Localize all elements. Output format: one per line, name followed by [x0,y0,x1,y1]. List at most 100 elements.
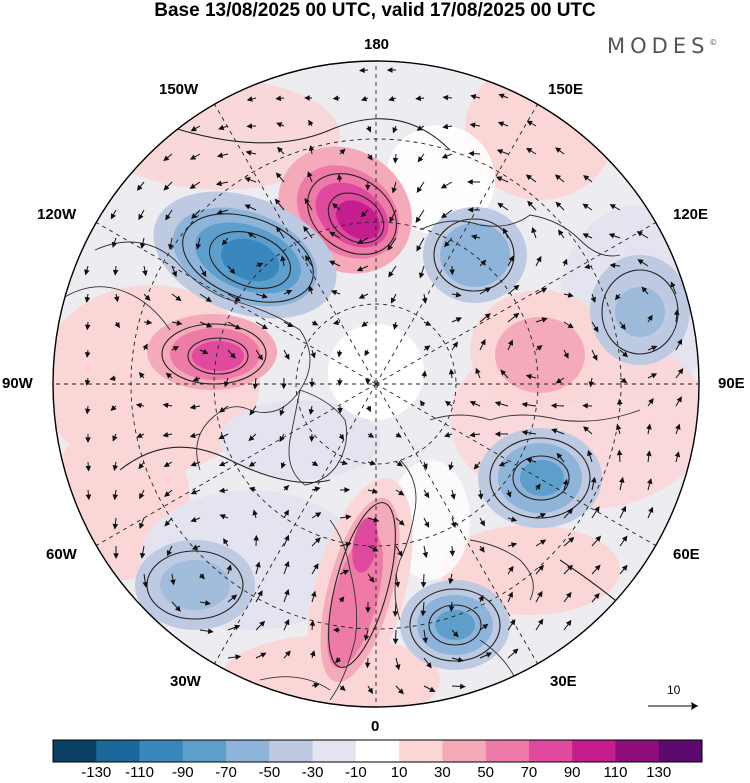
wind-vector-head [252,509,258,516]
wind-vector-head [641,286,648,293]
wind-vector-head [587,449,593,457]
wind-vector-head [582,233,589,239]
wind-vector-head [176,320,183,326]
wind-vector-head [480,259,487,266]
wind-vector-head [191,544,199,550]
wind-vector-head [114,321,120,329]
wind-vector-head [621,564,628,571]
wind-vector-head [189,154,197,160]
wind-vector-head [335,657,342,664]
wind-vector-head [536,255,542,263]
wind-vector-head [507,591,513,598]
wind-vector-head [248,461,255,467]
wind-vector-head [497,121,505,127]
wind-vector-head [201,270,207,278]
wind-vector-head [475,367,481,375]
lon-label-180: 180 [364,36,390,53]
wind-vector-head [449,550,456,557]
wind-vector-head [309,650,316,657]
wind-vector-head [477,493,484,500]
wind-vector-head [223,381,230,388]
wind-vector-head [525,174,532,181]
wind-vector-head [452,631,459,638]
wind-vector-head [229,268,236,275]
wind-vector-head [329,231,336,237]
wind-vector-head [312,320,319,326]
brand-mark: © [709,38,718,47]
wind-vector-head [395,432,402,438]
graticule [53,61,699,707]
wind-vector-head [650,373,658,379]
wind-vector-head [620,323,626,330]
wind-vector-head [309,381,315,388]
wind-vector-head [507,339,514,346]
wind-vector-head [420,610,427,617]
wind-vector-head [216,152,224,159]
wind-vector-head [84,324,91,331]
wind-vector-head [526,120,533,126]
wind-vector-head [541,317,548,323]
wind-vector-head [235,654,242,660]
lon-label-60w: 60W [46,546,77,563]
wind-vector-head [339,685,346,691]
wind-vector-head [329,260,336,266]
wind-vector-head [677,338,683,346]
colorbar-tick-label: 50 [477,764,494,781]
wind-vector-head [338,596,345,603]
wind-vector-head [555,147,562,153]
wind-vector-head [450,521,457,529]
wind-vector-head [284,619,290,626]
lon-label-90e: 90E [718,375,745,392]
colorbar-swatch [658,740,703,762]
wind-vector-head [551,428,558,434]
wind-vector-head [164,520,171,527]
wind-vector-head [244,204,251,210]
wind-vector-head [284,589,290,596]
wind-vector-head [651,345,658,351]
wind-vector-head [484,287,492,293]
wind-vector-head [415,95,422,102]
wind-vector-head [275,172,282,179]
wind-vector-head [338,433,345,441]
wind-vector-head [513,284,520,291]
colorbar-swatch [226,740,270,762]
wind-vector-head [478,594,484,602]
wind-vector-head [168,244,174,251]
wind-vector-head [310,352,316,359]
wind-vector-head [392,127,398,134]
wind-vector-head [175,295,182,302]
wind-vector-head [248,486,256,493]
wind-vector-head [457,656,464,663]
wind-vector-head [620,377,628,384]
wind-vector-head [304,95,310,101]
wind-vector-head [670,281,676,288]
wind-vector-head [648,398,654,405]
wind-vector-head [314,537,321,544]
wind-vector-head [276,226,282,233]
wind-vector-head [541,287,548,293]
wind-vector-head [248,435,255,442]
wind-vector-head [594,564,601,571]
wind-vector-head [332,202,339,209]
wind-vector-head [361,321,368,327]
wind-vector-head [112,269,119,276]
wind-vector-head [189,432,196,439]
wind-vector-head [620,505,627,513]
wind-vector-head [417,156,424,163]
wind-vector-head [109,375,116,382]
wind-vector-head [223,538,229,545]
wind-vector-head [392,157,399,164]
wind-vector-head [305,255,311,262]
colorbar-swatch [615,740,660,762]
wind-vector-head [535,483,541,490]
wind-vector-head [259,620,266,627]
wind-vector-head [392,638,399,645]
wind-vector-head [422,463,428,470]
anomaly-low-scandinavia [400,580,510,670]
wind-vector-head [287,321,294,328]
wind-vector-head [398,519,405,526]
wind-vector-head [257,262,264,268]
anomaly-low-far-east [590,255,690,365]
anomaly-low-barents-kara [478,428,602,528]
wind-vector-head [218,461,226,467]
